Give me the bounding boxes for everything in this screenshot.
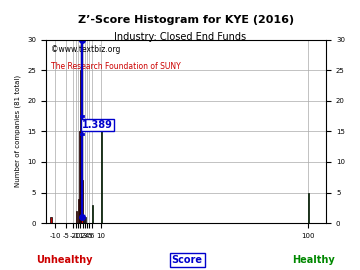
Bar — [76, 211, 77, 223]
Text: The Research Foundation of SUNY: The Research Foundation of SUNY — [51, 62, 181, 71]
Text: Score: Score — [172, 255, 203, 265]
Text: 1.389: 1.389 — [82, 120, 113, 130]
Y-axis label: Number of companies (81 total): Number of companies (81 total) — [15, 75, 22, 187]
Title: Z’-Score Histogram for KYE (2016): Z’-Score Histogram for KYE (2016) — [78, 15, 294, 25]
Text: Industry: Closed End Funds: Industry: Closed End Funds — [114, 32, 246, 42]
Bar — [308, 193, 309, 223]
Bar — [79, 131, 80, 223]
Bar — [101, 119, 102, 223]
Bar — [82, 217, 84, 223]
Text: Healthy: Healthy — [292, 255, 334, 265]
Bar — [92, 205, 93, 223]
Bar — [85, 217, 86, 223]
Text: Unhealthy: Unhealthy — [37, 255, 93, 265]
Bar — [84, 217, 85, 223]
Text: ©www.textbiz.org: ©www.textbiz.org — [51, 45, 121, 54]
Bar — [80, 70, 81, 223]
Bar — [81, 180, 82, 223]
Bar — [78, 199, 79, 223]
Bar — [50, 217, 51, 223]
